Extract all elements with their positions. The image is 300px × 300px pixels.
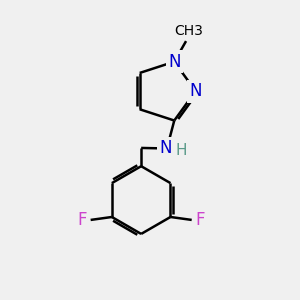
Text: F: F [196, 211, 205, 229]
Text: CH3: CH3 [175, 24, 203, 38]
Text: F: F [77, 211, 87, 229]
Text: H: H [175, 143, 187, 158]
Text: N: N [189, 82, 202, 100]
Text: N: N [159, 140, 172, 158]
Text: N: N [168, 53, 181, 71]
